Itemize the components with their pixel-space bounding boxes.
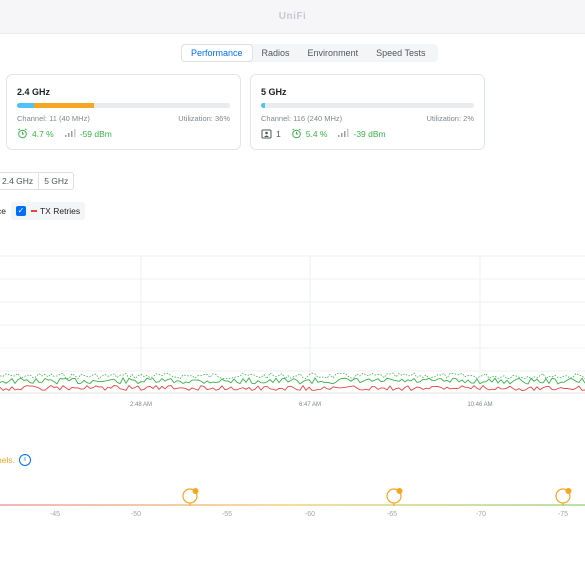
band-option-2g[interactable]: 2.4 GHz bbox=[2, 176, 34, 186]
scale-tick: -60 bbox=[304, 511, 316, 518]
utilization-bar bbox=[261, 103, 474, 108]
scale-tick: -50 bbox=[130, 511, 142, 518]
retry-value: 5.4 % bbox=[305, 128, 328, 139]
utilization-segment-self bbox=[261, 103, 266, 108]
channel-label: Channel: 11 (40 MHz) bbox=[17, 114, 90, 123]
band-option-5g[interactable]: 5 GHz bbox=[38, 173, 73, 189]
app-title: UniFi bbox=[278, 11, 307, 22]
signal-scale bbox=[0, 488, 585, 506]
channel-note-text: nels. bbox=[0, 455, 15, 465]
chart-grid bbox=[0, 255, 585, 394]
tab-radios[interactable]: Radios bbox=[261, 48, 290, 58]
scale-tick: -65 bbox=[386, 511, 398, 518]
utilization-label: Utilization: 36% bbox=[178, 114, 230, 123]
radio-card-title: 2.4 GHz bbox=[17, 87, 51, 97]
tab-environment[interactable]: Environment bbox=[307, 48, 359, 58]
utilization-segment-self bbox=[34, 103, 94, 108]
series-line-tx-retries bbox=[0, 384, 585, 392]
utilization-bar bbox=[17, 103, 230, 108]
x-tick-label: 6:47 AM bbox=[298, 402, 322, 408]
radio-card-5g: 5 GHz Channel: 116 (240 MHz) Utilization… bbox=[250, 74, 485, 150]
retry-icon bbox=[18, 128, 27, 139]
signal-icon bbox=[64, 129, 76, 137]
tx-retries-label: TX Retries bbox=[39, 206, 81, 216]
clients-icon bbox=[261, 129, 272, 138]
retry-icon bbox=[291, 128, 301, 139]
utilization-segment-other bbox=[17, 103, 35, 108]
channel-note: nels. i bbox=[0, 454, 31, 466]
scale-tick: -75 bbox=[557, 511, 569, 518]
channel-label: Channel: 116 (240 MHz) bbox=[261, 114, 343, 123]
info-icon[interactable]: i bbox=[18, 454, 31, 466]
ap-marker[interactable] bbox=[555, 488, 572, 506]
tab-bar: Performance Radios Environment Speed Tes… bbox=[181, 44, 439, 62]
tx-retries-checkbox[interactable]: ✓ bbox=[15, 206, 26, 216]
legend-label-partial: ce bbox=[0, 206, 6, 216]
signal-gradient-track bbox=[0, 504, 585, 506]
top-bar: UniFi bbox=[0, 0, 585, 34]
chart-legend: ce ✓ TX Retries bbox=[0, 202, 85, 220]
ap-marker[interactable] bbox=[386, 488, 403, 506]
scale-tick: -45 bbox=[49, 511, 61, 518]
signal-icon bbox=[338, 129, 349, 137]
tab-speed-tests[interactable]: Speed Tests bbox=[376, 48, 426, 58]
radio-card-title: 5 GHz bbox=[261, 87, 287, 97]
retry-value: 4.7 % bbox=[32, 128, 54, 139]
scale-tick: -70 bbox=[475, 511, 487, 518]
clients-count: 1 bbox=[276, 128, 281, 139]
tab-performance[interactable]: Performance bbox=[181, 44, 253, 62]
radio-card-2g: 2.4 GHz Channel: 11 (40 MHz) Utilization… bbox=[6, 74, 241, 150]
tx-retries-swatch bbox=[30, 210, 37, 212]
performance-chart bbox=[0, 255, 585, 394]
x-tick-label: 10:46 AM bbox=[467, 402, 493, 408]
series-line-green bbox=[0, 377, 585, 385]
band-selector: 2.4 GHz 5 GHz bbox=[0, 172, 75, 190]
signal-value: -59 dBm bbox=[79, 128, 112, 139]
signal-value: -39 dBm bbox=[353, 128, 386, 139]
x-tick-label: 2:48 AM bbox=[129, 402, 153, 408]
series-line-dotted bbox=[0, 372, 585, 380]
utilization-label: Utilization: 2% bbox=[426, 114, 474, 123]
ap-marker[interactable] bbox=[182, 488, 199, 506]
scale-tick: -55 bbox=[221, 511, 233, 518]
